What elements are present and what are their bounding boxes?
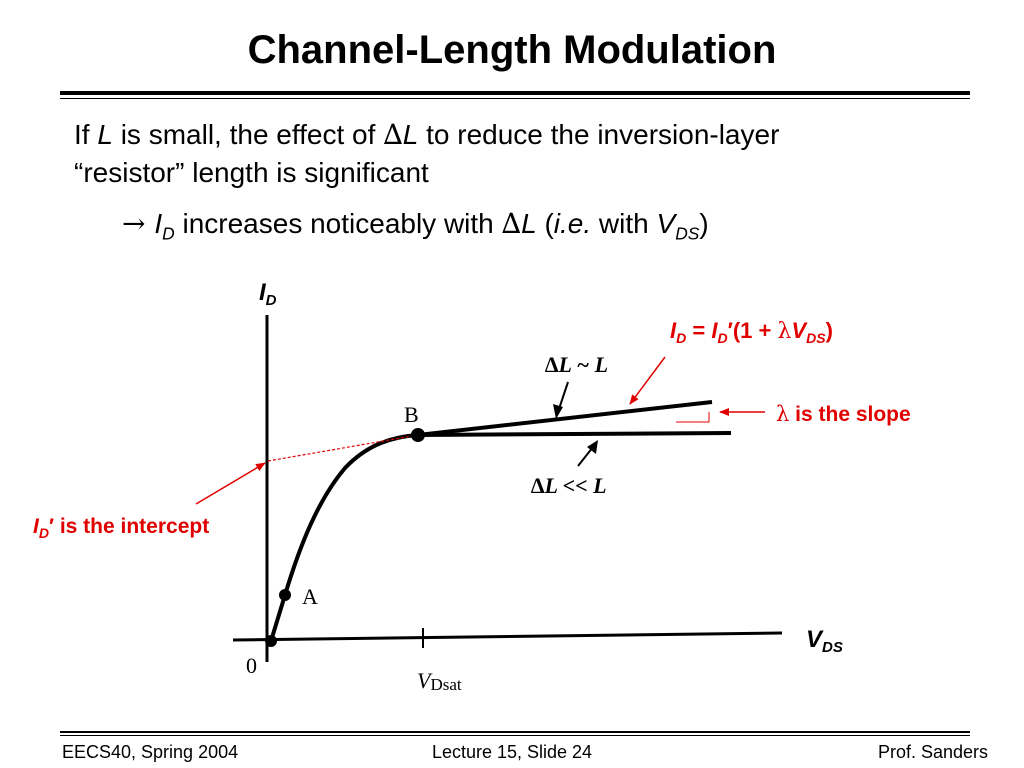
dl-similar-arrowhead	[553, 404, 563, 419]
body-line-2: “resistor” length is significant	[74, 157, 429, 188]
point-a-label: A	[302, 584, 318, 609]
point-b	[411, 428, 425, 442]
title-rule-thick	[60, 91, 970, 95]
vdsat-label: VDsat	[417, 668, 462, 694]
y-axis-label: ID	[259, 279, 277, 309]
dl-much-less-label: ∆L << L	[531, 473, 607, 498]
body-line-3: → ID increases noticeably with ∆L (i.e. …	[122, 207, 709, 244]
intercept-pointer-arrow	[195, 462, 266, 505]
dl-similar-label: ∆L ~ L	[545, 352, 608, 377]
saturation-sloped-line	[417, 400, 713, 437]
arrow-right-icon: →	[122, 207, 155, 240]
intercept-label: ID′ is the intercept	[33, 515, 209, 541]
point-b-label: B	[404, 402, 419, 427]
dl-much-less-pointer	[577, 446, 594, 467]
slope-bracket	[676, 412, 710, 423]
saturation-flat-line	[417, 431, 732, 437]
point-a	[279, 589, 291, 601]
x-axis	[232, 631, 783, 642]
id-vds-curve	[269, 433, 419, 642]
slide-title: Channel-Length Modulation	[247, 28, 777, 72]
footer-course: EECS40, Spring 2004	[62, 742, 239, 762]
footer-author: Prof. Sanders	[877, 742, 988, 762]
footer-rule-thick	[60, 731, 970, 733]
slope-label: λ is the slope	[776, 402, 911, 426]
origin-point	[265, 635, 277, 647]
intercept-extrapolation-line	[267, 434, 419, 462]
equation-pointer-arrow	[629, 356, 666, 405]
x-axis-label: VDS	[806, 626, 843, 656]
dl-much-less-arrowhead	[587, 440, 598, 454]
equation-label: ID = ID′(1 + λVDS)	[670, 318, 833, 346]
body-line-1: If L is small, the effect of ∆L to reduc…	[74, 118, 780, 151]
footer-slide-number: Lecture 15, Slide 24	[431, 742, 593, 762]
footer-rule-thin	[60, 735, 970, 736]
origin-label: 0	[246, 653, 257, 678]
title-rule-thin	[60, 98, 970, 99]
